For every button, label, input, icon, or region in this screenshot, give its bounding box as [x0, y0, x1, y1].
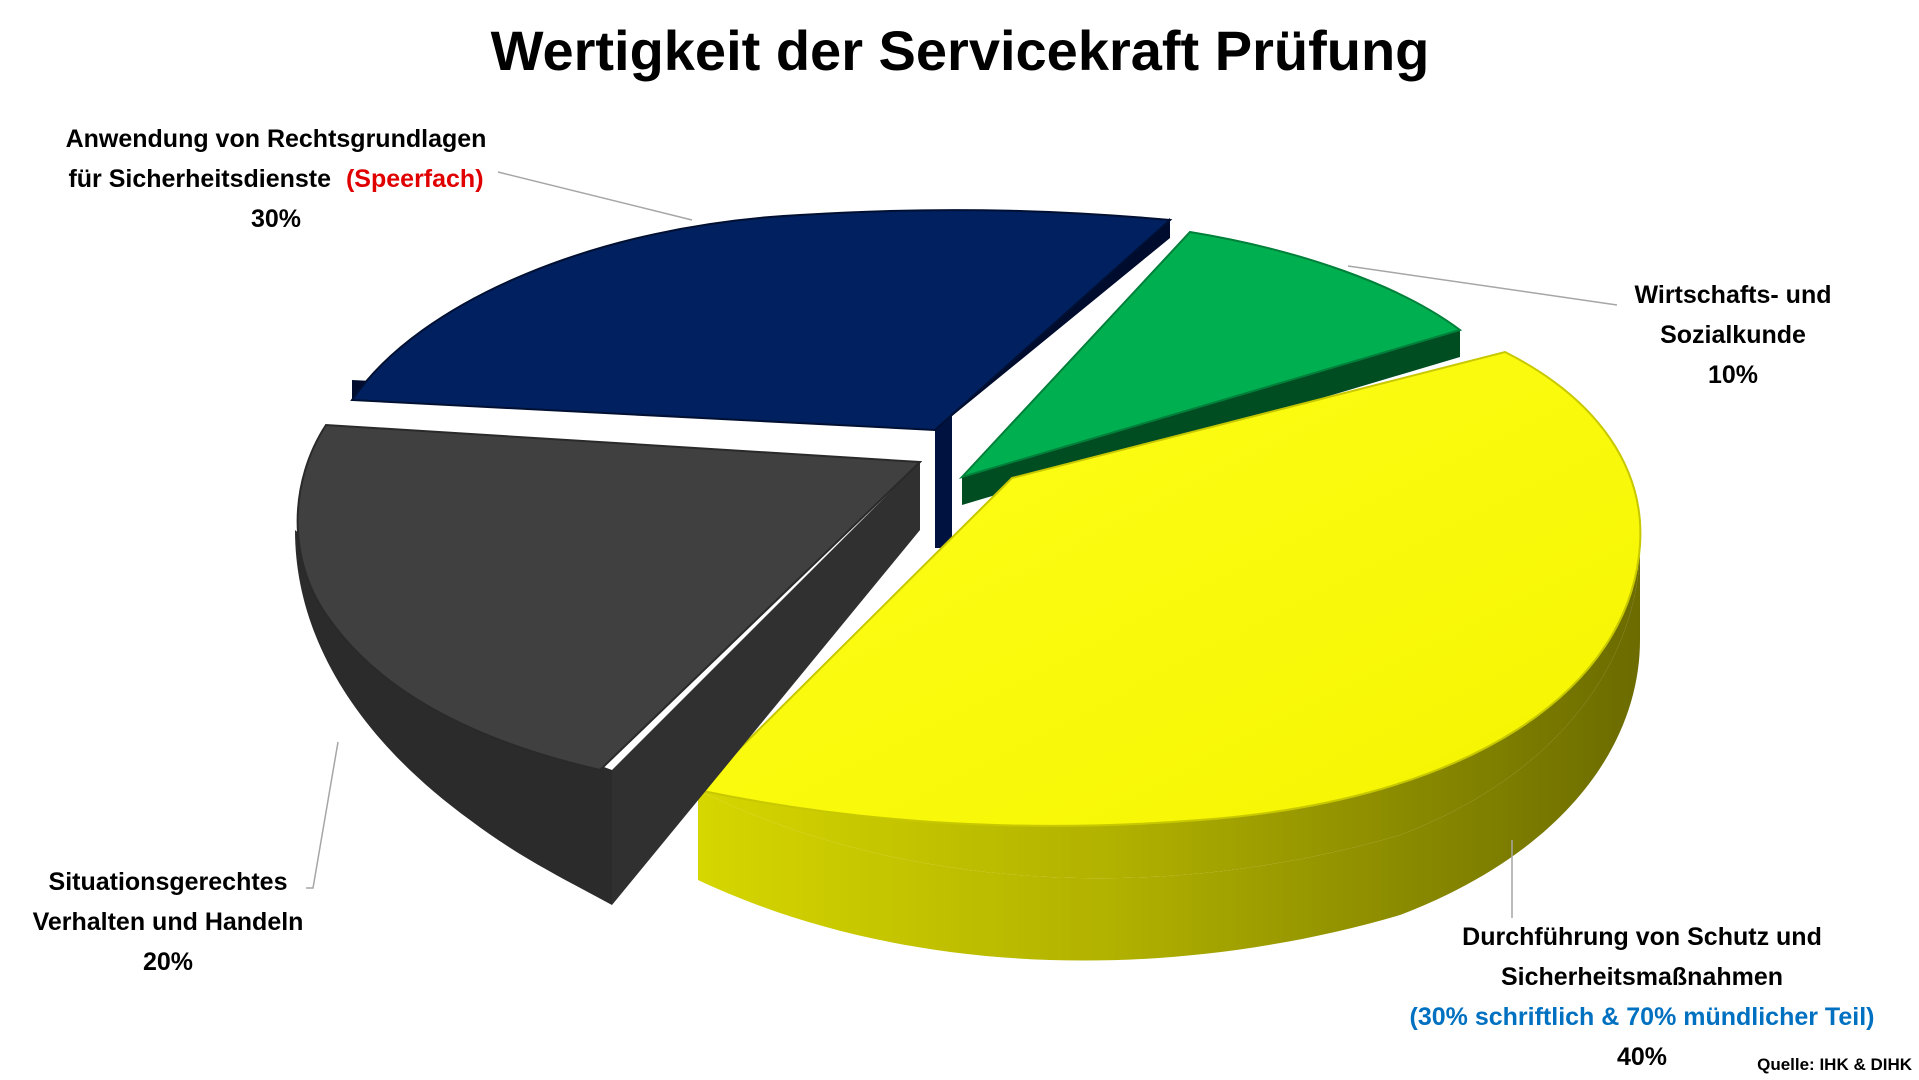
label-rechtsgrundlagen-line2: für Sicherheitsdienste (Speerfach): [68, 165, 483, 193]
slice-rechtsgrundlagen: [350, 209, 1173, 548]
chart-title: Wertigkeit der Servicekraft Prüfung: [491, 19, 1430, 82]
slice-wirtschaft-top: [958, 230, 1463, 479]
leader-rechtsgrundlagen: [497, 171, 693, 221]
label-rechtsgrundlagen-percent: 30%: [251, 205, 301, 233]
label-situation-percent: 20%: [143, 948, 193, 976]
slice-situation: [295, 423, 923, 905]
label-wirtschaft-line2: Sozialkunde: [1660, 321, 1806, 349]
slice-rechtsgrundlagen-top: [350, 209, 1173, 432]
slice-durchfuehrung-top: [695, 350, 1642, 827]
leader-wirtschaft: [1347, 265, 1618, 306]
slice-durchfuehrung-front: [698, 545, 1640, 961]
label-rechtsgrundlagen-line2-main: für Sicherheitsdienste: [68, 165, 331, 193]
leader-situation: [306, 741, 339, 889]
slice-situation-cut: [612, 462, 920, 905]
slice-durchfuehrung: [695, 350, 1642, 961]
slice-situation-top: [296, 423, 923, 772]
label-situation-line1: Situationsgerechtes: [49, 868, 288, 896]
label-durchfuehrung-line2: Sicherheitsmaßnahmen: [1501, 963, 1783, 991]
label-wirtschaft-percent: 10%: [1708, 361, 1758, 389]
label-situation: Situationsgerechtes Verhalten und Handel…: [33, 868, 304, 976]
label-rechtsgrundlagen-extra: (Speerfach): [346, 165, 484, 193]
label-rechtsgrundlagen-line1: Anwendung von Rechtsgrundlagen: [66, 125, 487, 153]
label-situation-line2: Verhalten und Handeln: [33, 908, 304, 936]
label-rechtsgrundlagen: Anwendung von Rechtsgrundlagen für Siche…: [66, 125, 487, 233]
slice-rechtsgrundlagen-cut: [935, 410, 952, 548]
label-wirtschaft-line1: Wirtschafts- und: [1635, 281, 1832, 309]
label-durchfuehrung-line1: Durchführung von Schutz und: [1462, 923, 1822, 951]
label-durchfuehrung-percent: 40%: [1617, 1043, 1667, 1071]
label-durchfuehrung-note: (30% schriftlich & 70% mündlicher Teil): [1410, 1003, 1875, 1031]
label-durchfuehrung: Durchführung von Schutz und Sicherheitsm…: [1410, 923, 1875, 1071]
source-note: Quelle: IHK & DIHK: [1757, 1055, 1913, 1074]
label-wirtschaft: Wirtschafts- und Sozialkunde 10%: [1635, 281, 1832, 389]
